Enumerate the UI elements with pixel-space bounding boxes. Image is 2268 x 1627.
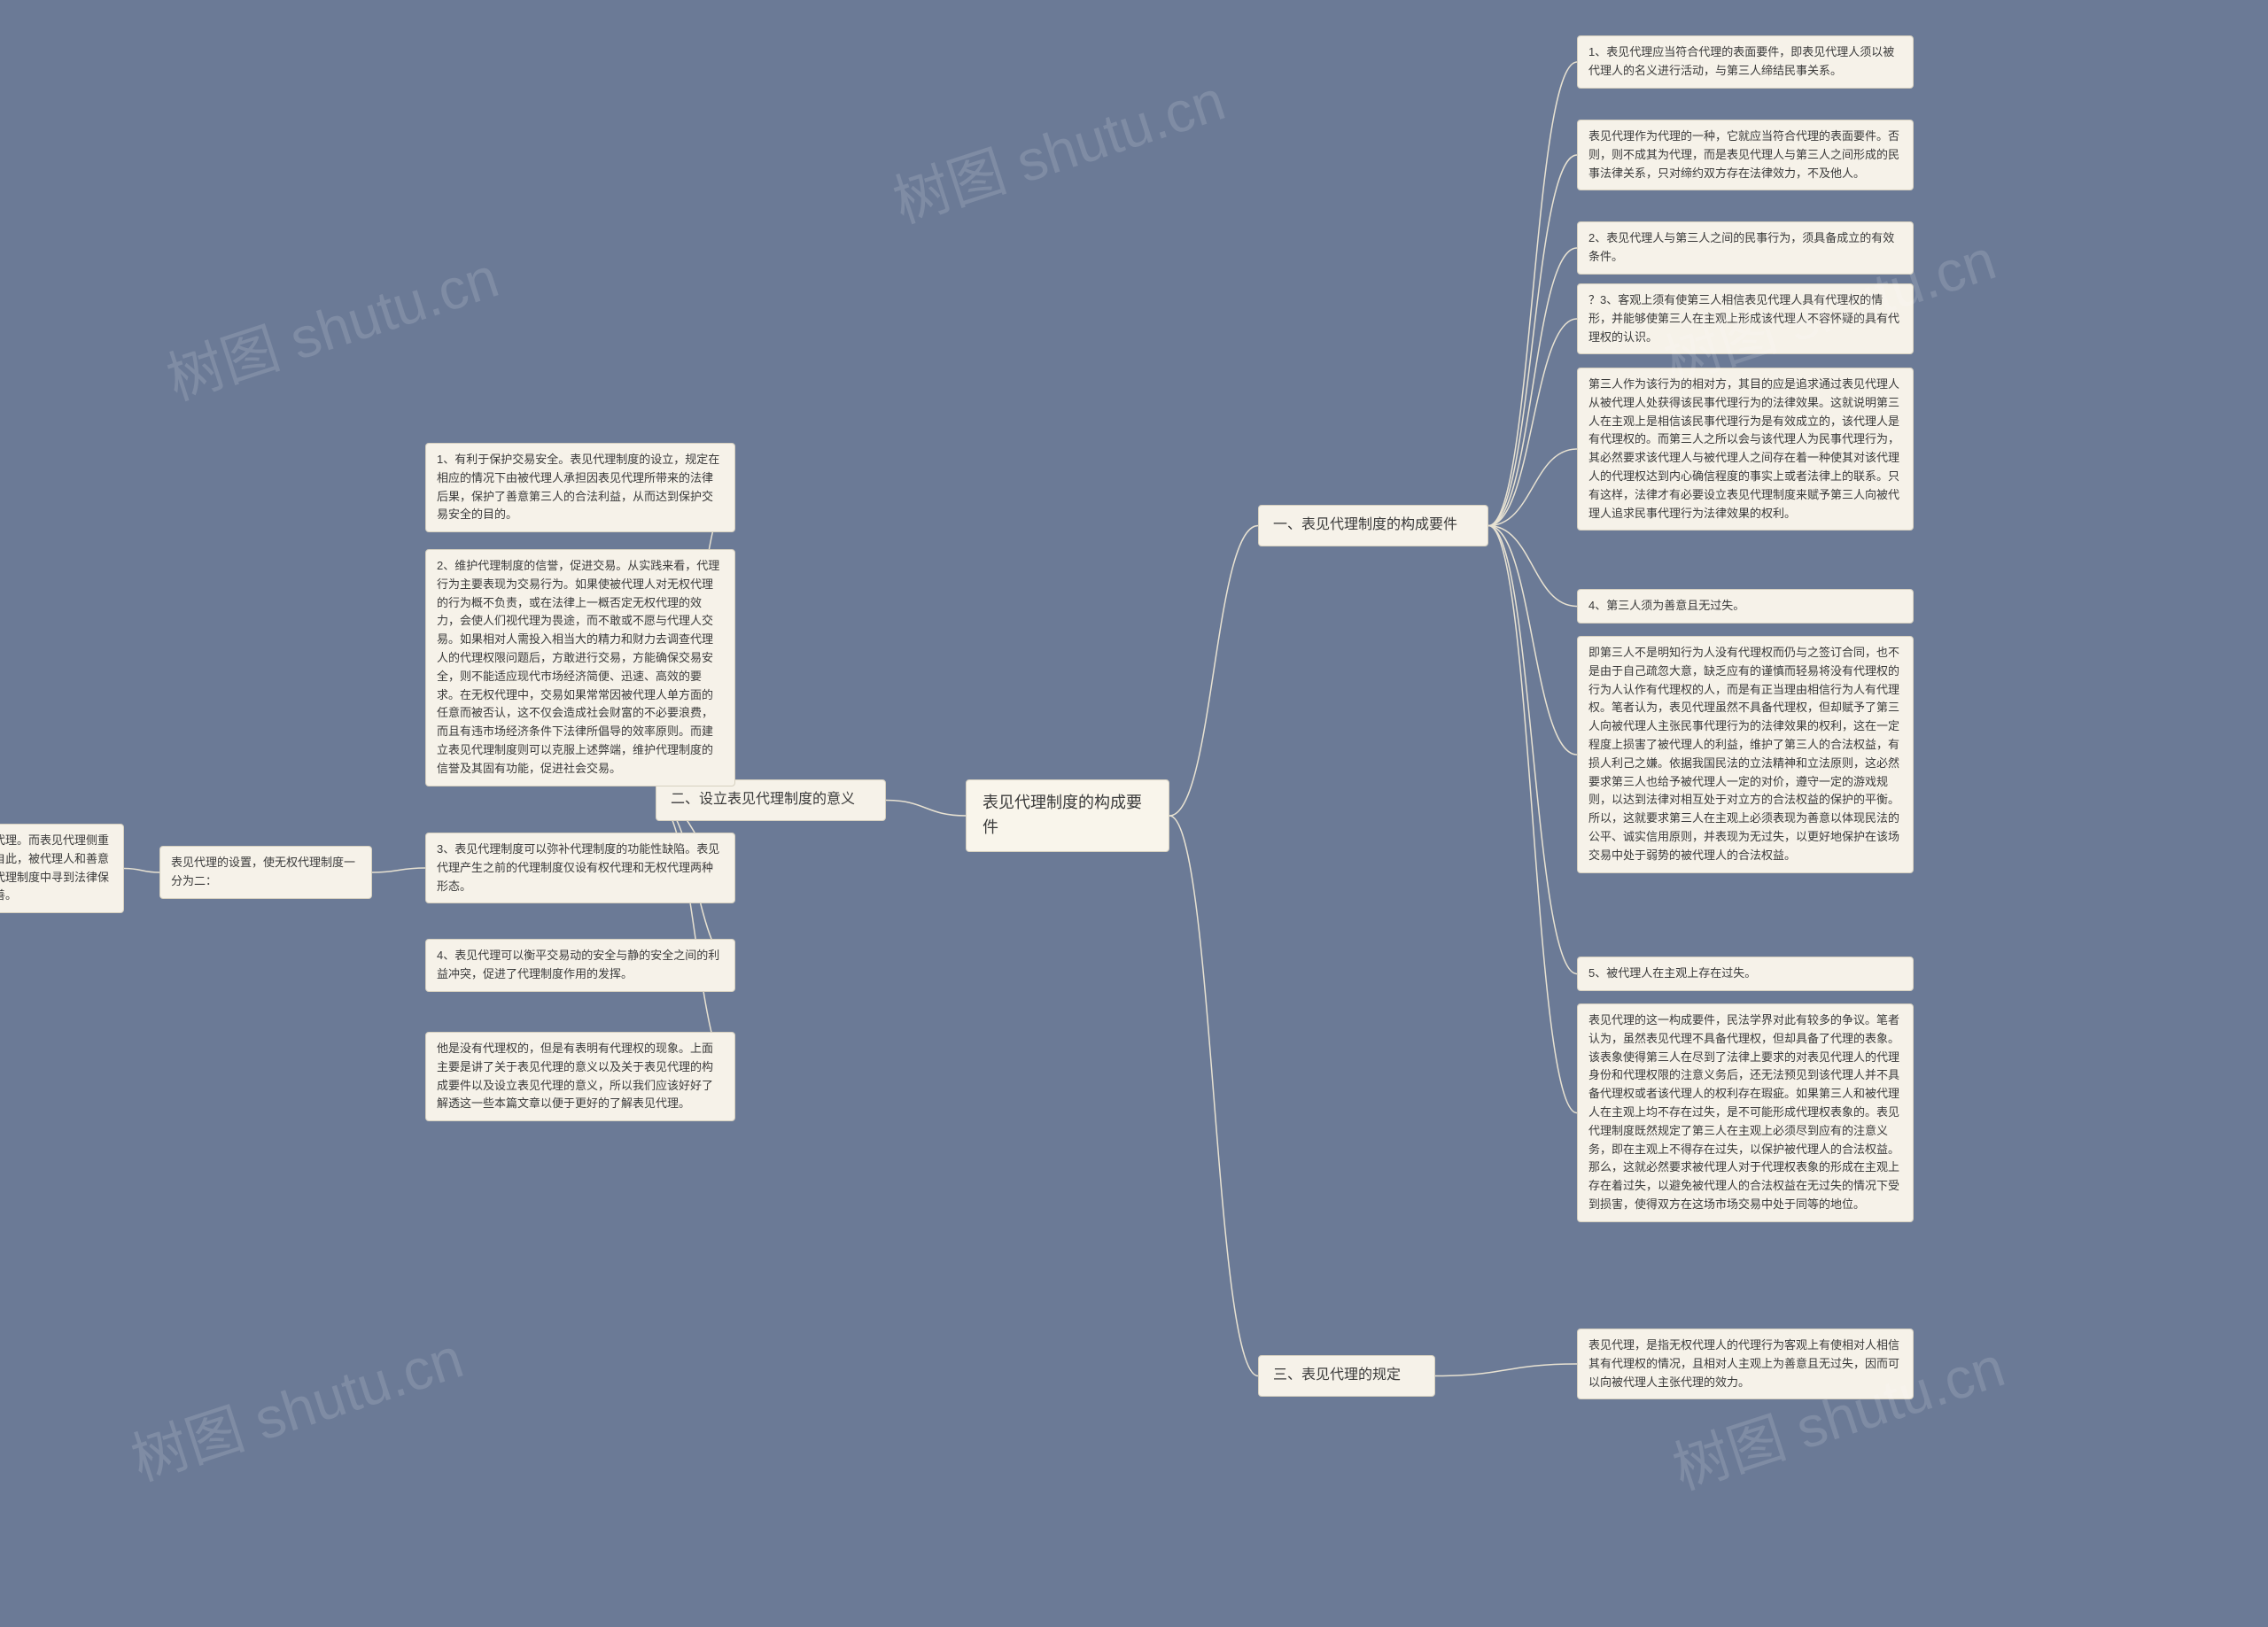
connector xyxy=(1488,248,1577,526)
connector xyxy=(1488,155,1577,526)
mindmap-node: 4、表见代理可以衡平交易动的安全与静的安全之间的利益冲突，促进了代理制度作用的发… xyxy=(425,939,735,992)
mindmap-node: 即第三人不是明知行为人没有代理权而仍与之签订合同，也不是由于自己疏忽大意，缺乏应… xyxy=(1577,636,1914,873)
connector xyxy=(1169,526,1258,817)
mindmap-node: 三、表见代理的规定 xyxy=(1258,1355,1435,1397)
connector xyxy=(1435,1364,1577,1376)
mindmap-node: 即狭义无权代理与表见代理。而表见代理侧重于保护相对人的利益。自此，被代理人和善意… xyxy=(0,824,124,913)
connector xyxy=(886,801,966,817)
connector xyxy=(1488,526,1577,607)
mindmap-node: ？3、客观上须有使第三人相信表见代理人具有代理权的情形，并能够使第三人在主观上形… xyxy=(1577,283,1914,354)
connector xyxy=(372,868,425,872)
mindmap-node: 5、被代理人在主观上存在过失。 xyxy=(1577,957,1914,991)
connector xyxy=(1488,526,1577,974)
mindmap-node: 表见代理的这一构成要件，民法学界对此有较多的争议。笔者认为，虽然表见代理不具备代… xyxy=(1577,1003,1914,1222)
watermark: 树图 shutu.cn xyxy=(155,232,507,415)
mindmap-node: 一、表见代理制度的构成要件 xyxy=(1258,505,1488,546)
connector xyxy=(1488,62,1577,526)
watermark: 树图 shutu.cn xyxy=(882,55,1233,238)
mindmap-node: 3、表见代理制度可以弥补代理制度的功能性缺陷。表见代理产生之前的代理制度仅设有权… xyxy=(425,833,735,903)
connector xyxy=(124,869,159,873)
mindmap-node: 表见代理制度的构成要件 xyxy=(966,779,1169,852)
mindmap-node: 他是没有代理权的，但是有表明有代理权的现象。上面主要是讲了关于表见代理的意义以及… xyxy=(425,1032,735,1121)
mindmap-node: 1、表见代理应当符合代理的表面要件，即表见代理人须以被代理人的名义进行活动，与第… xyxy=(1577,35,1914,89)
watermark: 树图 shutu.cn xyxy=(120,1313,471,1496)
connector xyxy=(1488,526,1577,1113)
mindmap-node: 1、有利于保护交易安全。表见代理制度的设立，规定在相应的情况下由被代理人承担因表… xyxy=(425,443,735,532)
mindmap-node: 表见代理，是指无权代理人的代理行为客观上有使相对人相信其有代理权的情况，且相对人… xyxy=(1577,1329,1914,1399)
mindmap-node: 表见代理作为代理的一种，它就应当符合代理的表面要件。否则，则不成其为代理，而是表… xyxy=(1577,120,1914,190)
mindmap-node: 表见代理的设置，使无权代理制度一分为二： xyxy=(159,846,372,899)
mindmap-node: 2、维护代理制度的信誉，促进交易。从实践来看，代理行为主要表现为交易行为。如果使… xyxy=(425,549,735,786)
connector xyxy=(1488,526,1577,755)
mindmap-node: 第三人作为该行为的相对方，其目的应是追求通过表见代理人从被代理人处获得该民事代理… xyxy=(1577,368,1914,531)
mindmap-node: 4、第三人须为善意且无过失。 xyxy=(1577,589,1914,624)
mindmap-node: 2、表见代理人与第三人之间的民事行为，须具备成立的有效条件。 xyxy=(1577,221,1914,275)
connector xyxy=(1488,449,1577,526)
connector xyxy=(1488,319,1577,526)
connector xyxy=(1169,816,1258,1376)
